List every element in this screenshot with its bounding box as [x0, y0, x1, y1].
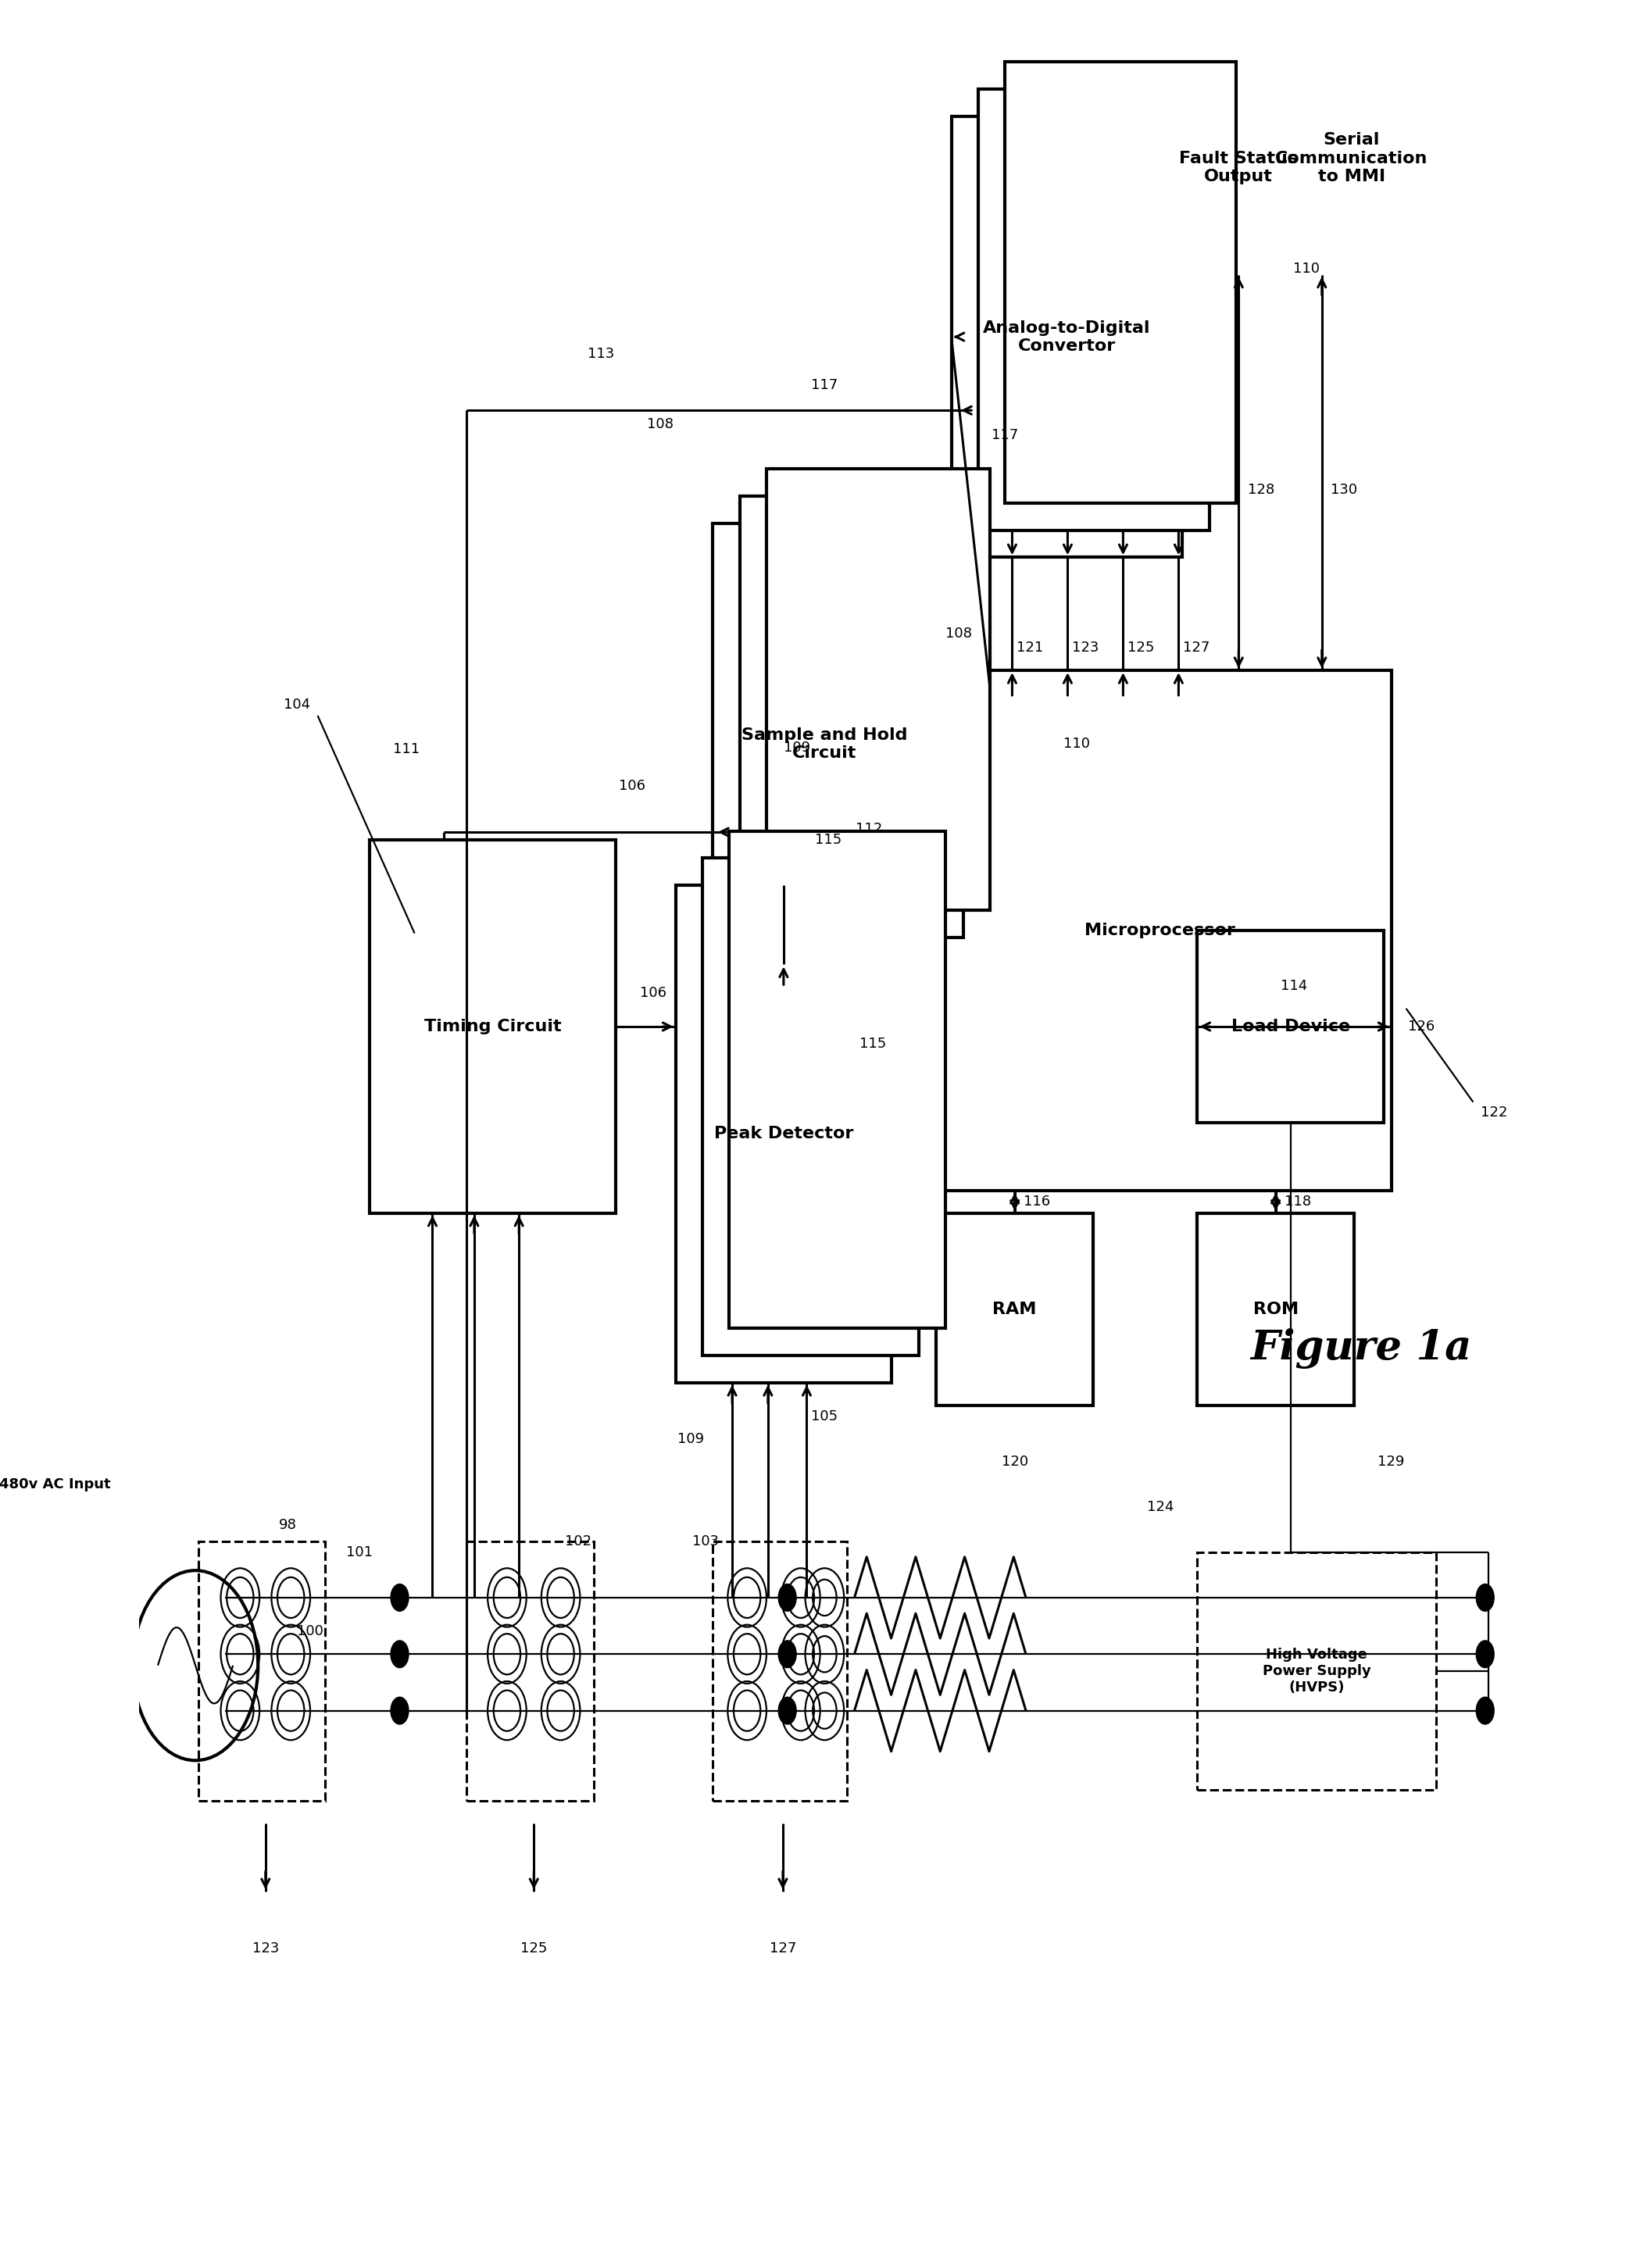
Circle shape — [1476, 1640, 1494, 1667]
Text: RAM: RAM — [993, 1302, 1037, 1318]
Text: 115: 115 — [859, 1036, 887, 1050]
Text: 121: 121 — [1017, 642, 1043, 655]
Bar — [467, 1540, 593, 1801]
Text: 113: 113 — [588, 347, 614, 361]
Text: 100: 100 — [297, 1624, 323, 1637]
Text: Peak Detector: Peak Detector — [714, 1127, 854, 1141]
Bar — [936, 1213, 1092, 1406]
Bar — [766, 469, 990, 909]
Text: 116: 116 — [1024, 1195, 1050, 1209]
Text: 112: 112 — [856, 821, 883, 835]
Circle shape — [390, 1583, 408, 1610]
Text: 110: 110 — [1063, 737, 1089, 751]
Text: 123: 123 — [251, 1941, 279, 1955]
Text: 126: 126 — [1408, 1021, 1434, 1034]
Bar — [1197, 1551, 1435, 1789]
Bar — [730, 830, 946, 1329]
Circle shape — [1476, 1696, 1494, 1724]
Text: 115: 115 — [815, 832, 841, 846]
Text: 125: 125 — [1127, 642, 1155, 655]
Circle shape — [1476, 1583, 1494, 1610]
Text: 109: 109 — [784, 739, 810, 755]
Circle shape — [779, 1640, 797, 1667]
Text: 104: 104 — [284, 696, 310, 712]
Text: 123: 123 — [1073, 642, 1099, 655]
Text: 101: 101 — [346, 1545, 372, 1560]
Text: 102: 102 — [565, 1533, 591, 1549]
Text: 111: 111 — [394, 742, 420, 758]
Text: 106: 106 — [619, 778, 645, 794]
Text: 98: 98 — [279, 1517, 297, 1533]
Text: 103: 103 — [692, 1533, 719, 1549]
Text: Analog-to-Digital
Convertor: Analog-to-Digital Convertor — [983, 320, 1151, 354]
Text: Sample and Hold
Circuit: Sample and Hold Circuit — [741, 728, 908, 760]
Text: 108: 108 — [946, 626, 972, 640]
Text: Load Device: Load Device — [1231, 1018, 1350, 1034]
Bar — [740, 497, 963, 937]
Bar — [712, 524, 936, 964]
Circle shape — [779, 1696, 797, 1724]
Text: 128: 128 — [1248, 483, 1274, 497]
Text: 122: 122 — [1481, 1105, 1507, 1120]
Bar — [929, 671, 1391, 1191]
Text: 127: 127 — [769, 1941, 797, 1955]
Bar — [1197, 930, 1383, 1123]
Text: Timing Circuit: Timing Circuit — [425, 1018, 562, 1034]
Circle shape — [779, 1583, 797, 1610]
Circle shape — [390, 1696, 408, 1724]
Text: 127: 127 — [1182, 642, 1210, 655]
Text: 109: 109 — [678, 1433, 704, 1447]
Text: Microprocessor: Microprocessor — [1084, 923, 1236, 939]
Bar — [1004, 61, 1236, 503]
Text: 118: 118 — [1285, 1195, 1311, 1209]
Text: 129: 129 — [1378, 1454, 1404, 1470]
Text: Fault Status
Output: Fault Status Output — [1179, 150, 1298, 184]
Text: Serial
Communication
to MMI: Serial Communication to MMI — [1275, 132, 1427, 184]
Bar — [702, 857, 918, 1356]
Circle shape — [390, 1640, 408, 1667]
Text: 105: 105 — [812, 1411, 838, 1424]
Text: 120: 120 — [1001, 1454, 1029, 1470]
Text: 110: 110 — [1293, 261, 1319, 277]
Text: 117: 117 — [812, 379, 838, 392]
Text: 480v AC Input: 480v AC Input — [0, 1476, 111, 1492]
Text: 106: 106 — [640, 987, 666, 1000]
Text: 125: 125 — [521, 1941, 547, 1955]
Bar — [369, 839, 616, 1213]
Bar — [1197, 1213, 1354, 1406]
Bar — [978, 88, 1210, 531]
Text: 108: 108 — [647, 417, 674, 431]
Text: High Voltage
Power Supply
(HVPS): High Voltage Power Supply (HVPS) — [1262, 1649, 1370, 1694]
Text: 117: 117 — [991, 429, 1019, 442]
Bar — [712, 1540, 848, 1801]
Text: 124: 124 — [1146, 1499, 1174, 1515]
Text: Figure 1a: Figure 1a — [1251, 1329, 1471, 1370]
Bar — [676, 885, 892, 1383]
Text: 114: 114 — [1280, 980, 1308, 993]
Text: ROM: ROM — [1253, 1302, 1298, 1318]
Bar — [952, 116, 1182, 558]
Text: 130: 130 — [1331, 483, 1357, 497]
Bar — [198, 1540, 325, 1801]
